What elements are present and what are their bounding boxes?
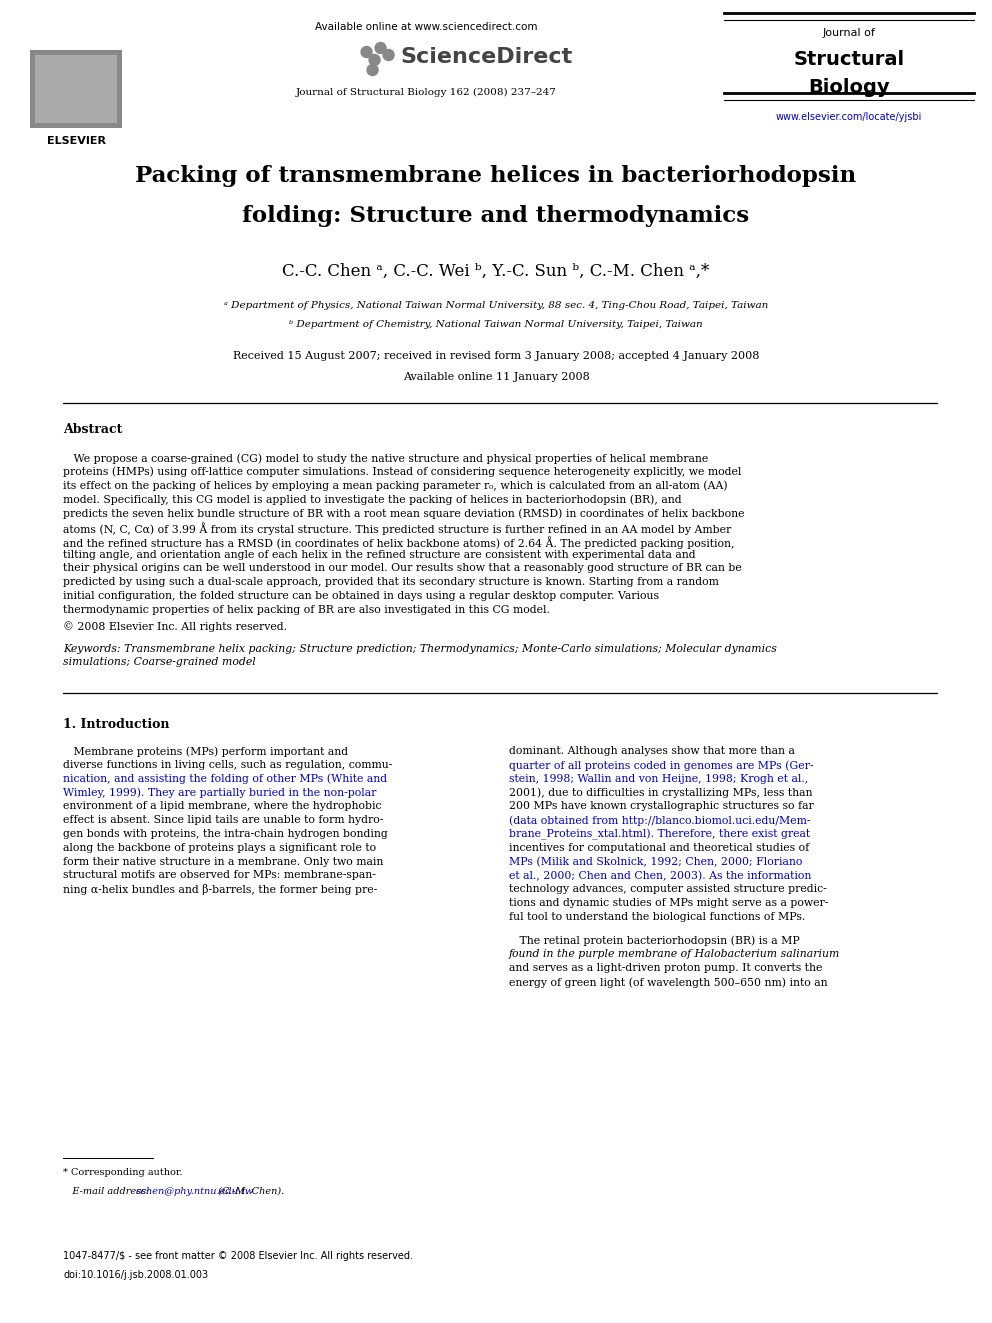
Text: C.-C. Chen ᵃ, C.-C. Wei ᵇ, Y.-C. Sun ᵇ, C.-M. Chen ᵃ,*: C.-C. Chen ᵃ, C.-C. Wei ᵇ, Y.-C. Sun ᵇ, … xyxy=(283,263,709,280)
Text: diverse functions in living cells, such as regulation, commu-: diverse functions in living cells, such … xyxy=(63,759,393,770)
Text: incentives for computational and theoretical studies of: incentives for computational and theoret… xyxy=(509,843,808,853)
Text: Wimley, 1999). They are partially buried in the non-polar: Wimley, 1999). They are partially buried… xyxy=(63,787,376,798)
Text: gen bonds with proteins, the intra-chain hydrogen bonding: gen bonds with proteins, the intra-chain… xyxy=(63,830,388,839)
Text: ful tool to understand the biological functions of MPs.: ful tool to understand the biological fu… xyxy=(509,912,805,922)
Text: We propose a coarse-grained (CG) model to study the native structure and physica: We propose a coarse-grained (CG) model t… xyxy=(63,452,708,463)
Text: technology advances, computer assisted structure predic-: technology advances, computer assisted s… xyxy=(509,884,826,894)
Text: thermodynamic properties of helix packing of BR are also investigated in this CG: thermodynamic properties of helix packin… xyxy=(63,605,550,615)
Text: ScienceDirect: ScienceDirect xyxy=(401,48,572,67)
Text: doi:10.1016/j.jsb.2008.01.003: doi:10.1016/j.jsb.2008.01.003 xyxy=(63,1270,208,1279)
Text: cchen@phy.ntnu.edu.tw: cchen@phy.ntnu.edu.tw xyxy=(135,1187,253,1196)
Text: nication, and assisting the folding of other MPs (White and: nication, and assisting the folding of o… xyxy=(63,774,387,785)
Text: MPs (Milik and Skolnick, 1992; Chen, 2000; Floriano: MPs (Milik and Skolnick, 1992; Chen, 200… xyxy=(509,856,802,867)
Text: ELSEVIER: ELSEVIER xyxy=(47,136,105,146)
Text: ᵇ Department of Chemistry, National Taiwan Normal University, Taipei, Taiwan: ᵇ Department of Chemistry, National Taiw… xyxy=(290,319,702,328)
Text: Biology: Biology xyxy=(808,78,890,97)
Text: Structural: Structural xyxy=(794,50,905,69)
Text: their physical origins can be well understood in our model. Our results show tha: their physical origins can be well under… xyxy=(63,564,742,573)
Text: © 2008 Elsevier Inc. All rights reserved.: © 2008 Elsevier Inc. All rights reserved… xyxy=(63,622,287,632)
Text: Keywords: Transmembrane helix packing; Structure prediction; Thermodynamics; Mon: Keywords: Transmembrane helix packing; S… xyxy=(63,643,777,654)
Text: energy of green light (of wavelength 500–650 nm) into an: energy of green light (of wavelength 500… xyxy=(509,976,827,987)
Text: tions and dynamic studies of MPs might serve as a power-: tions and dynamic studies of MPs might s… xyxy=(509,898,828,908)
Text: E-mail address:: E-mail address: xyxy=(63,1187,153,1196)
Text: Membrane proteins (MPs) perform important and: Membrane proteins (MPs) perform importan… xyxy=(63,746,348,757)
Text: * Corresponding author.: * Corresponding author. xyxy=(63,1168,183,1177)
Text: Journal of: Journal of xyxy=(822,28,876,38)
Bar xyxy=(35,56,117,123)
Circle shape xyxy=(367,65,378,75)
Text: www.elsevier.com/locate/yjsbi: www.elsevier.com/locate/yjsbi xyxy=(776,112,923,122)
Circle shape xyxy=(369,54,380,66)
Text: folding: Structure and thermodynamics: folding: Structure and thermodynamics xyxy=(242,205,750,228)
Text: 1047-8477/$ - see front matter © 2008 Elsevier Inc. All rights reserved.: 1047-8477/$ - see front matter © 2008 El… xyxy=(63,1252,413,1261)
Bar xyxy=(30,50,122,128)
Text: structural motifs are observed for MPs: membrane-span-: structural motifs are observed for MPs: … xyxy=(63,871,376,880)
Circle shape xyxy=(383,49,394,61)
Text: Available online at www.sciencedirect.com: Available online at www.sciencedirect.co… xyxy=(315,22,538,32)
Text: brane_Proteins_xtal.html). Therefore, there exist great: brane_Proteins_xtal.html). Therefore, th… xyxy=(509,830,809,840)
Text: found in the purple membrane of Halobacterium salinarium: found in the purple membrane of Halobact… xyxy=(509,950,840,959)
Text: along the backbone of proteins plays a significant role to: along the backbone of proteins plays a s… xyxy=(63,843,376,853)
Text: quarter of all proteins coded in genomes are MPs (Ger-: quarter of all proteins coded in genomes… xyxy=(509,759,813,770)
Circle shape xyxy=(361,46,372,57)
Text: (data obtained from http://blanco.biomol.uci.edu/Mem-: (data obtained from http://blanco.biomol… xyxy=(509,815,810,826)
Text: Journal of Structural Biology 162 (2008) 237–247: Journal of Structural Biology 162 (2008)… xyxy=(297,89,557,97)
Text: predicted by using such a dual-scale approach, provided that its secondary struc: predicted by using such a dual-scale app… xyxy=(63,577,719,587)
Text: form their native structure in a membrane. Only two main: form their native structure in a membran… xyxy=(63,856,383,867)
Text: initial configuration, the folded structure can be obtained in days using a regu: initial configuration, the folded struct… xyxy=(63,591,659,601)
Text: ning α-helix bundles and β-barrels, the former being pre-: ning α-helix bundles and β-barrels, the … xyxy=(63,884,377,896)
Text: tilting angle, and orientation angle of each helix in the refined structure are : tilting angle, and orientation angle of … xyxy=(63,549,695,560)
Text: model. Specifically, this CG model is applied to investigate the packing of heli: model. Specifically, this CG model is ap… xyxy=(63,495,682,505)
Text: 200 MPs have known crystallographic structures so far: 200 MPs have known crystallographic stru… xyxy=(509,802,813,811)
Text: Abstract: Abstract xyxy=(63,423,122,437)
Text: Available online 11 January 2008: Available online 11 January 2008 xyxy=(403,372,589,382)
Circle shape xyxy=(375,42,386,53)
Text: and the refined structure has a RMSD (in coordinates of helix backbone atoms) of: and the refined structure has a RMSD (in… xyxy=(63,536,734,549)
Text: 1. Introduction: 1. Introduction xyxy=(63,718,170,732)
Text: simulations; Coarse-grained model: simulations; Coarse-grained model xyxy=(63,658,256,667)
Text: proteins (HMPs) using off-lattice computer simulations. Instead of considering s: proteins (HMPs) using off-lattice comput… xyxy=(63,467,741,478)
Text: 2001), due to difficulties in crystallizing MPs, less than: 2001), due to difficulties in crystalliz… xyxy=(509,787,812,798)
Text: (C.-M. Chen).: (C.-M. Chen). xyxy=(215,1187,285,1196)
Text: environment of a lipid membrane, where the hydrophobic: environment of a lipid membrane, where t… xyxy=(63,802,382,811)
Text: stein, 1998; Wallin and von Heijne, 1998; Krogh et al.,: stein, 1998; Wallin and von Heijne, 1998… xyxy=(509,774,807,783)
Text: Packing of transmembrane helices in bacteriorhodopsin: Packing of transmembrane helices in bact… xyxy=(135,165,857,187)
Text: ᵃ Department of Physics, National Taiwan Normal University, 88 sec. 4, Ting-Chou: ᵃ Department of Physics, National Taiwan… xyxy=(224,302,768,310)
Text: atoms (N, C, Cα) of 3.99 Å from its crystal structure. This predicted structure : atoms (N, C, Cα) of 3.99 Å from its crys… xyxy=(63,523,731,534)
Text: et al., 2000; Chen and Chen, 2003). As the information: et al., 2000; Chen and Chen, 2003). As t… xyxy=(509,871,810,881)
Text: Received 15 August 2007; received in revised form 3 January 2008; accepted 4 Jan: Received 15 August 2007; received in rev… xyxy=(233,351,759,361)
Text: The retinal protein bacteriorhodopsin (BR) is a MP: The retinal protein bacteriorhodopsin (B… xyxy=(509,935,800,946)
Text: its effect on the packing of helices by employing a mean packing parameter r₀, w: its effect on the packing of helices by … xyxy=(63,480,727,491)
Text: dominant. Although analyses show that more than a: dominant. Although analyses show that mo… xyxy=(509,746,795,757)
Text: and serves as a light-driven proton pump. It converts the: and serves as a light-driven proton pump… xyxy=(509,963,822,974)
Text: predicts the seven helix bundle structure of BR with a root mean square deviatio: predicts the seven helix bundle structur… xyxy=(63,508,745,519)
Text: effect is absent. Since lipid tails are unable to form hydro-: effect is absent. Since lipid tails are … xyxy=(63,815,383,826)
